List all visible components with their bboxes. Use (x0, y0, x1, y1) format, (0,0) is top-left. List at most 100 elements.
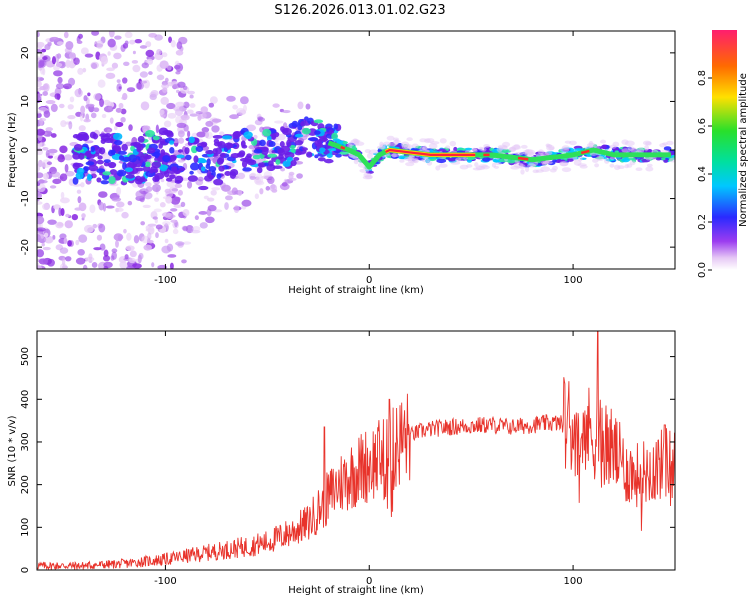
spectrogram-halo-blob (544, 151, 553, 156)
spectrogram-band-blob (89, 131, 97, 139)
spectrogram-noise-blob (37, 249, 45, 258)
spectrogram-noise-blob (211, 125, 220, 133)
spectrogram-noise-blob (77, 196, 82, 204)
spectrogram-band-blob (128, 154, 137, 163)
spectrogram-noise-blob (41, 48, 47, 53)
spectrogram-band-blob (118, 154, 125, 161)
spectrogram-band-blob (159, 164, 168, 172)
spectrogram-noise-blob (155, 232, 159, 239)
spectrogram-noise-blob (120, 116, 126, 123)
spectrogram-noise-blob (126, 87, 136, 93)
spectrogram-noise-blob (305, 103, 311, 110)
spectrogram-noise-blob (180, 201, 186, 208)
spectrogram-noise-blob (37, 172, 44, 179)
spectrogram-noise-blob (139, 45, 148, 49)
spectrogram-band-blob (466, 157, 475, 160)
spectrogram-halo-blob (426, 138, 435, 143)
spectrogram-noise-blob (115, 207, 119, 213)
spectrogram-noise-blob (196, 131, 207, 138)
spectrogram-noise-blob (107, 51, 111, 56)
spectrogram-noise-blob (89, 204, 96, 214)
spectrogram-noise-blob (98, 202, 105, 211)
spectrogram-noise-blob (200, 106, 209, 114)
spectrogram-noise-blob (86, 103, 95, 108)
spectrogram-noise-blob (170, 219, 178, 223)
spectrogram-noise-blob (174, 183, 183, 189)
spectrogram-noise-blob (147, 232, 152, 241)
spectrogram-band-blob (601, 144, 607, 149)
spectrogram-band-blob (313, 119, 324, 124)
spectrogram-halo-blob (379, 143, 386, 149)
spectrogram-halo-blob (411, 143, 419, 149)
spectrogram-noise-blob (37, 234, 41, 241)
spectrogram-noise-blob (63, 31, 69, 39)
spectrogram-band-blob (188, 136, 195, 144)
spectrogram-noise-blob (161, 83, 170, 89)
snr-ticks: -100 0 100 0 100 200 300 400 500 (20, 331, 675, 587)
spectrogram-noise-blob (272, 103, 280, 108)
spectrogram-noise-blob (77, 67, 84, 75)
spectrogram-band-blob (96, 159, 104, 165)
spectrogram-halo-blob (644, 144, 650, 151)
spectrogram-noise-blob (42, 146, 49, 151)
spectrogram-band-blob (242, 167, 252, 172)
spectrogram-noise-blob (47, 148, 58, 154)
spectrogram-noise-blob (177, 189, 183, 196)
spectrogram-noise-blob (166, 243, 174, 252)
spectrogram-band-blob (319, 147, 326, 153)
spectrogram-band-blob (142, 153, 149, 160)
spectrogram-noise-blob (152, 184, 161, 192)
spectrogram-band-blob (169, 147, 175, 154)
spectrogram-band-blob (232, 131, 241, 140)
spectrogram-halo-blob (445, 145, 451, 150)
spectrogram-noise-blob (132, 50, 136, 55)
spectrogram-noise-blob (131, 59, 139, 64)
spectrogram-noise-blob (102, 255, 111, 262)
spectrogram-noise-blob (82, 264, 88, 269)
spectrogram-band-blob (300, 121, 306, 127)
spectrogram-band-blob (253, 149, 263, 154)
spectrogram-noise-blob (42, 246, 51, 251)
spectrogram-noise-blob (253, 134, 258, 140)
spectrogram-band-blob (73, 143, 83, 151)
spectrogram-halo-blob (514, 151, 524, 156)
spectrogram-noise-blob (42, 203, 50, 211)
spectrogram-band-blob (125, 174, 135, 179)
spectrogram-band-blob (146, 147, 156, 154)
spectrogram-noise-blob (126, 232, 132, 241)
spectrogram-band-blob (198, 185, 209, 191)
spectrogram-band-blob (326, 153, 333, 158)
spectrogram-noise-blob (159, 109, 165, 115)
spectrogram-noise-blob (166, 102, 176, 110)
spectrogram-noise-blob (209, 96, 218, 104)
spectrogram-band-blob (448, 158, 456, 162)
spectrogram-noise-blob (175, 49, 184, 56)
spectrogram-noise-blob (50, 171, 61, 178)
spectrogram-halo-blob (645, 166, 654, 172)
spectrogram-noise-blob (60, 120, 67, 128)
spectrogram-band-blob (314, 154, 319, 159)
spectrogram-halo-blob (435, 165, 441, 171)
spectrogram-band-blob (436, 158, 447, 164)
spectrogram-band-blob (567, 158, 574, 162)
spectrogram-halo-blob (646, 163, 653, 168)
spectrogram-noise-blob (55, 221, 64, 229)
spectrogram-band-blob (169, 154, 177, 160)
spectrogram-noise-blob (155, 224, 163, 230)
spectrogram-band-blob (212, 148, 218, 155)
spectrogram-band-blob (258, 163, 265, 168)
spectrogram-noise-blob (115, 121, 124, 128)
spectrogram-halo-blob (508, 146, 517, 152)
spectrogram-halo-blob (659, 143, 667, 148)
spectrogram-band-blob (165, 177, 173, 182)
spectrogram-band-blob (557, 158, 562, 163)
spectrogram-noise-blob (90, 112, 97, 119)
spectrogram-noise-blob (197, 176, 204, 182)
spectrogram-noise-blob (91, 62, 98, 70)
spectrogram-ridge-hot (517, 156, 529, 161)
spectrogram-band-blob (189, 170, 194, 175)
spectrogram-band-blob (217, 141, 226, 149)
spectrogram-band-blob (291, 120, 299, 128)
spectrogram-noise-blob (37, 59, 47, 68)
spectrogram-band-blob (306, 151, 313, 158)
